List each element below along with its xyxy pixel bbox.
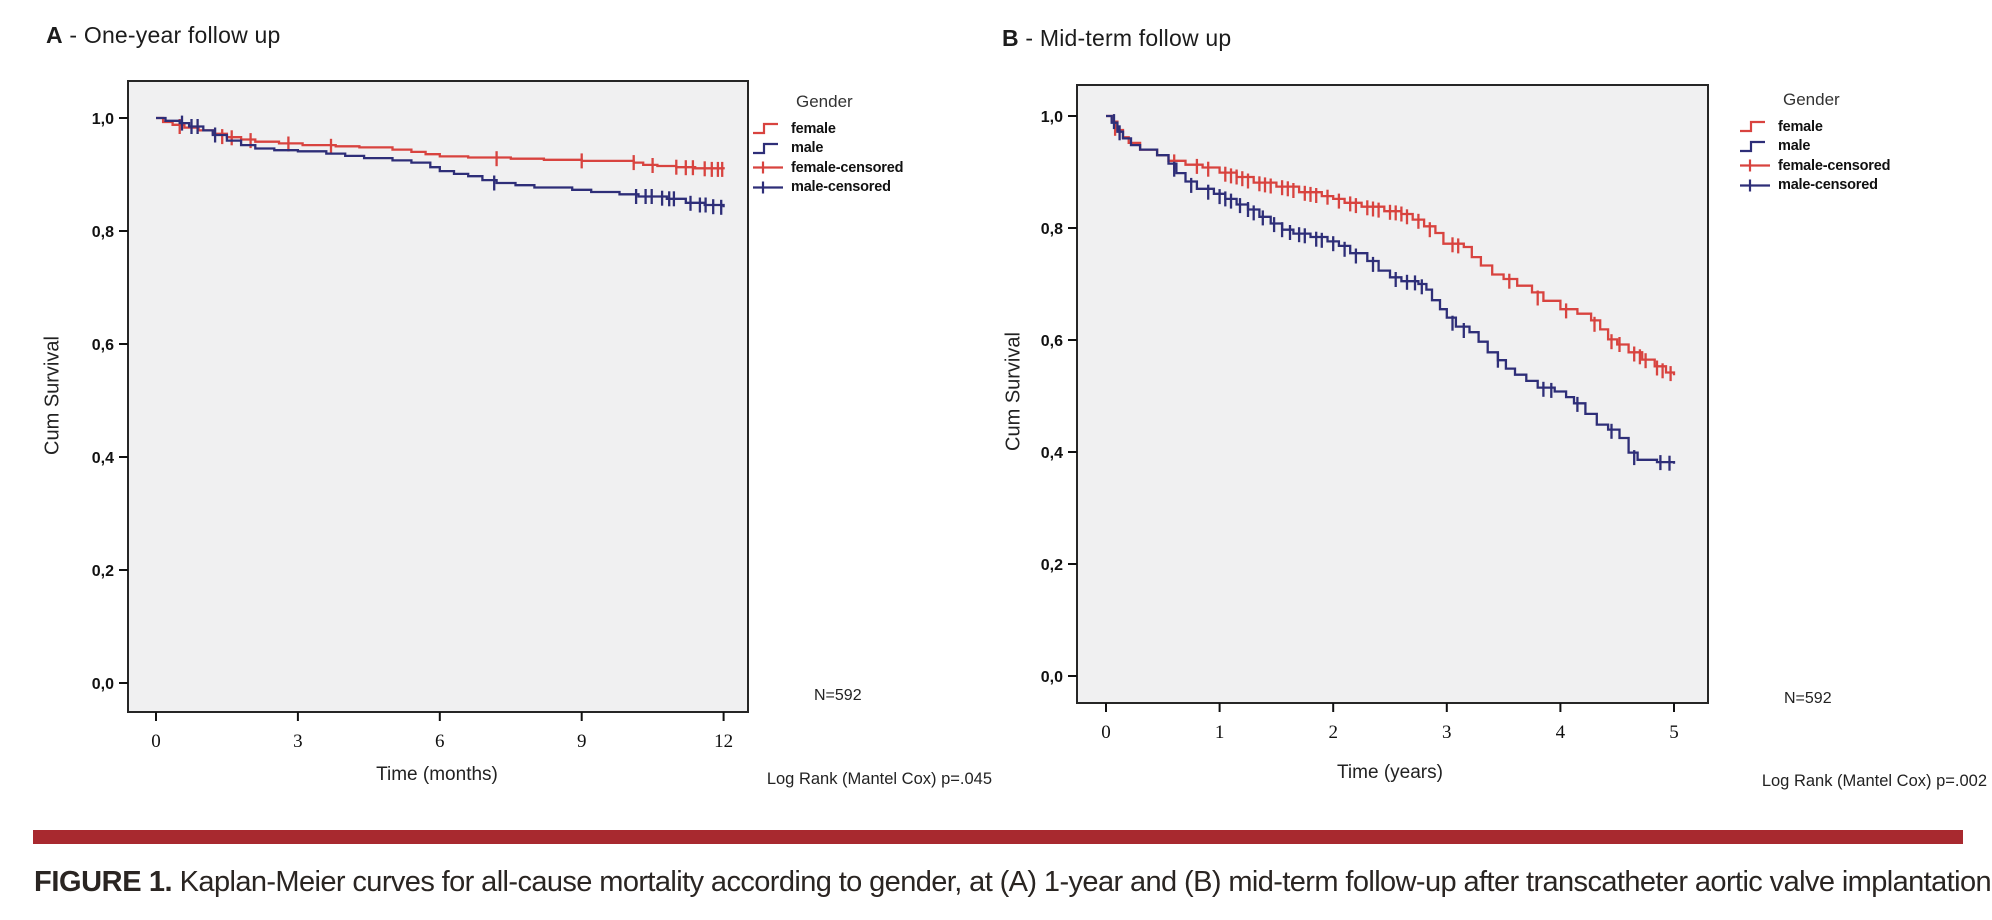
legend-label-female-censored: female-censored <box>791 159 904 176</box>
svg-text:1,0: 1,0 <box>92 111 114 128</box>
legend-item-female-censored: female-censored <box>752 158 903 178</box>
svg-text:0,8: 0,8 <box>1041 221 1063 238</box>
panel-a-logrank-stat: Log Rank (Mantel Cox) p=.045 <box>766 770 992 788</box>
figure-caption-label: FIGURE 1. <box>34 866 173 898</box>
svg-text:3: 3 <box>1442 722 1452 743</box>
legend-item-male-censored: male-censored <box>752 178 903 198</box>
female-step-line-icon <box>1740 121 1765 133</box>
svg-text:0,8: 0,8 <box>92 224 114 241</box>
panel-a-legend-title: Gender <box>796 92 853 111</box>
male-step-line-icon <box>753 142 778 154</box>
legend-label-male: male <box>1778 138 1811 155</box>
male-censored-icon <box>1740 179 1770 192</box>
svg-text:0: 0 <box>151 731 161 752</box>
panel-a-title: A - One-year follow up <box>46 22 281 49</box>
panel-b-y-axis-label: Cum Survival <box>1002 332 1025 451</box>
panel-b-label: B <box>1002 25 1019 51</box>
svg-text:0: 0 <box>1101 722 1111 743</box>
panel-a-x-axis-label: Time (months) <box>376 764 498 785</box>
svg-text:6: 6 <box>435 731 445 752</box>
svg-text:2: 2 <box>1328 722 1338 743</box>
panel-b-legend: Gender female male female-censored male-… <box>1739 90 1890 195</box>
svg-text:9: 9 <box>577 731 587 752</box>
svg-text:0,4: 0,4 <box>1041 445 1063 462</box>
svg-text:0,6: 0,6 <box>1041 333 1063 350</box>
legend-label-male: male <box>791 140 824 157</box>
panel-b-x-axis-label: Time (years) <box>1337 762 1443 783</box>
caption-accent-bar <box>33 830 1963 844</box>
svg-text:1: 1 <box>1215 722 1225 743</box>
legend-item-male: male <box>752 139 903 159</box>
svg-text:12: 12 <box>714 731 733 752</box>
legend-item-female-censored: female-censored <box>1739 156 1890 176</box>
svg-text:0,2: 0,2 <box>92 563 114 580</box>
svg-text:0,6: 0,6 <box>92 337 114 354</box>
legend-item-male-censored: male-censored <box>1739 176 1890 196</box>
legend-label-male-censored: male-censored <box>791 179 891 196</box>
legend-label-female-censored: female-censored <box>1778 157 1891 174</box>
male-censored-icon <box>753 181 783 194</box>
panel-a-y-axis-label: Cum Survival <box>41 336 64 455</box>
female-censored-icon <box>1740 159 1770 172</box>
svg-text:5: 5 <box>1669 722 1679 743</box>
panel-b-legend-title: Gender <box>1783 90 1840 109</box>
legend-item-male: male <box>1739 137 1890 157</box>
legend-item-female: female <box>1739 117 1890 137</box>
panel-a-label: A <box>46 22 63 48</box>
figure-caption: FIGURE 1. Kaplan-Meier curves for all-ca… <box>34 866 1992 899</box>
panel-b-title: B - Mid-term follow up <box>1002 25 1231 52</box>
legend-label-male-censored: male-censored <box>1778 177 1878 194</box>
panel-a-title-text: - One-year follow up <box>69 22 281 48</box>
male-step-line-icon <box>1740 140 1765 152</box>
svg-text:3: 3 <box>293 731 303 752</box>
panel-b-title-text: - Mid-term follow up <box>1025 25 1232 51</box>
svg-text:0,0: 0,0 <box>1041 669 1063 686</box>
svg-text:0,4: 0,4 <box>92 450 114 467</box>
legend-label-female: female <box>1778 118 1823 135</box>
figure-caption-text: Kaplan-Meier curves for all-cause mortal… <box>179 866 1992 898</box>
panel-a-n-count: N=592 <box>814 687 862 704</box>
legend-label-female: female <box>791 120 836 137</box>
svg-text:0,0: 0,0 <box>92 676 114 693</box>
female-censored-icon <box>753 161 783 174</box>
female-step-line-icon <box>753 123 778 135</box>
panel-b-n-count: N=592 <box>1784 690 1832 707</box>
panel-b-logrank-stat: Log Rank (Mantel Cox) p=.002 <box>1761 772 1987 790</box>
svg-text:0,2: 0,2 <box>1041 557 1063 574</box>
panel-a-legend: Gender female male female-censored male-… <box>752 92 903 197</box>
legend-item-female: female <box>752 119 903 139</box>
svg-text:1,0: 1,0 <box>1041 109 1063 126</box>
svg-text:4: 4 <box>1556 722 1566 743</box>
